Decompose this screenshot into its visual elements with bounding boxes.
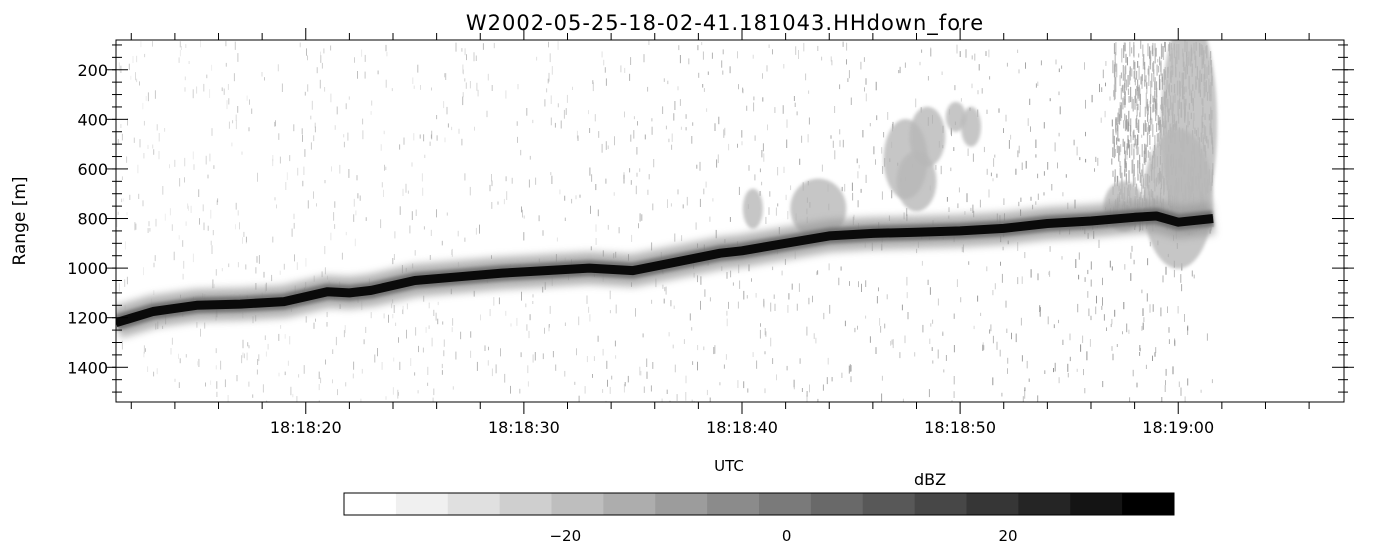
x-tick-label: 18:18:40 (706, 418, 778, 437)
y-axis: 200 400 600 800 1000 1200 1400 (67, 44, 1354, 393)
y-tick-label: 600 (77, 160, 108, 179)
colorbar-tick-label: −20 (549, 527, 581, 545)
x-tick-label: 18:18:30 (488, 418, 560, 437)
x-tick-label: 18:19:00 (1142, 418, 1214, 437)
chart-title: W2002-05-25-18-02-41.181043.HHdown_fore (466, 11, 984, 36)
colorbar: −20 0 20 (343, 492, 1175, 545)
colorbar-label: dBZ (914, 470, 946, 489)
cloud-echo (742, 188, 763, 229)
y-tick-label: 400 (77, 110, 108, 129)
plot-area (116, 40, 1218, 402)
colorbar-swatch (759, 493, 812, 515)
colorbar-swatch (914, 493, 968, 515)
colorbar-swatch (655, 493, 708, 515)
colorbar-swatch (810, 493, 864, 515)
echo-core (116, 211, 1214, 328)
cloud-echo (945, 101, 966, 132)
x-tick-label: 18:18:50 (924, 418, 996, 437)
plot-frame (115, 39, 1345, 403)
surface-echo (116, 200, 1215, 339)
cloud-echo (961, 106, 981, 147)
colorbar-swatch (1070, 493, 1123, 515)
y-axis-label: Range [m] (10, 176, 30, 265)
x-tick-label: 18:18:20 (270, 418, 342, 437)
colorbar-swatch (551, 493, 604, 515)
colorbar-swatch (344, 493, 397, 515)
y-tick-label: 1200 (67, 309, 108, 328)
y-tick-label: 800 (77, 210, 108, 229)
colorbar-swatch (499, 493, 553, 515)
colorbar-swatch (1122, 493, 1175, 515)
x-axis-label: UTC (714, 457, 744, 475)
colorbar-swatch (707, 493, 760, 515)
y-tick-label: 200 (77, 61, 108, 80)
colorbar-swatch (966, 493, 1019, 515)
cloud-echo (1161, 40, 1218, 235)
colorbar-swatch (447, 493, 501, 515)
colorbar-tick-label: 20 (998, 527, 1017, 545)
y-tick-label: 1400 (67, 358, 108, 377)
cloud-echoes (742, 40, 1218, 269)
colorbar-swatch (603, 493, 656, 515)
colorbar-swatch (862, 493, 916, 515)
colorbar-tick-label: 0 (782, 527, 792, 545)
cloud-echo (896, 151, 937, 212)
y-tick-label: 1000 (67, 259, 108, 278)
colorbar-swatch (1018, 493, 1071, 515)
colorbar-swatch (395, 493, 449, 515)
x-axis: 18:18:20 18:18:30 18:18:40 18:18:50 18:19:00 (130, 28, 1310, 437)
colorbar-frame (343, 492, 1175, 516)
